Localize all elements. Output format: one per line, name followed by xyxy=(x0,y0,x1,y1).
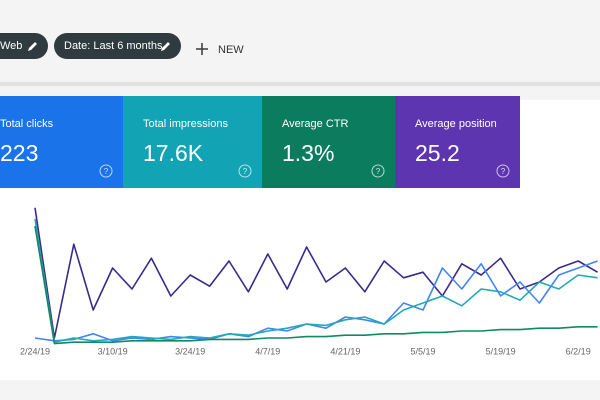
help-label: ? xyxy=(104,167,109,176)
data-line xyxy=(34,207,598,339)
filter-chip[interactable] xyxy=(54,33,181,59)
help-icon xyxy=(238,164,252,178)
x-tick-label: 5/19/19 xyxy=(486,346,516,356)
metric-card[interactable] xyxy=(395,96,520,188)
help-label: ? xyxy=(243,167,248,176)
metric-card[interactable] xyxy=(262,96,395,188)
metric-label: Total impressions xyxy=(143,118,228,130)
x-tick-label: 4/21/19 xyxy=(330,346,360,356)
metric-label: Total clicks xyxy=(0,118,54,130)
help-label: ? xyxy=(376,167,381,176)
x-tick-label: 5/5/19 xyxy=(410,346,435,356)
metric-value: 17.6K xyxy=(143,140,204,166)
metric-value: 223 xyxy=(0,140,38,166)
x-tick-label: 6/2/19 xyxy=(566,346,591,356)
x-tick-label: 4/7/19 xyxy=(255,346,280,356)
edit-icon xyxy=(28,42,37,51)
divider xyxy=(0,82,600,86)
help-label: ? xyxy=(501,167,506,176)
metric-label: Average CTR xyxy=(282,118,348,130)
metric-label: Average position xyxy=(415,118,497,130)
help-icon xyxy=(371,164,385,178)
chip-label: Date: Last 6 months xyxy=(64,40,163,52)
x-tick-label: 3/10/19 xyxy=(98,346,128,356)
data-line xyxy=(34,225,598,345)
help-icon xyxy=(496,164,510,178)
chip-label: Web xyxy=(0,40,22,52)
metric-value: 25.2 xyxy=(415,140,460,166)
filter-chip[interactable] xyxy=(0,33,48,59)
metric-value: 1.3% xyxy=(282,140,334,166)
x-tick-label: 2/24/19 xyxy=(20,346,50,356)
new-button[interactable]: NEW xyxy=(218,44,244,56)
help-icon xyxy=(99,164,113,178)
x-tick-label: 3/24/19 xyxy=(175,346,205,356)
metric-card[interactable] xyxy=(0,96,123,188)
edit-icon xyxy=(161,42,170,51)
data-line xyxy=(34,218,598,343)
